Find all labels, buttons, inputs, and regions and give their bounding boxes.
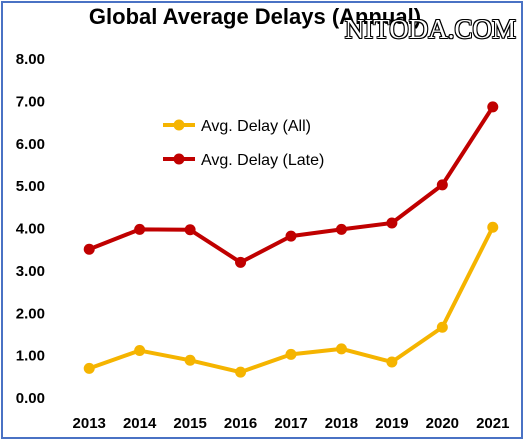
- y-tick-label: 2.00: [16, 305, 45, 322]
- data-point: [184, 354, 196, 366]
- watermark-logo: NITODA.COM: [344, 14, 516, 44]
- x-tick-label: 2018: [325, 415, 358, 432]
- x-tick-label: 2019: [375, 415, 408, 432]
- data-point: [487, 101, 499, 113]
- y-tick-label: 0.00: [16, 390, 45, 407]
- data-point: [436, 321, 448, 333]
- data-point: [335, 223, 347, 235]
- series-lines: [83, 101, 499, 378]
- data-point: [335, 343, 347, 355]
- data-point: [386, 356, 398, 368]
- legend-label: Avg. Delay (Late): [201, 152, 324, 169]
- x-tick-label: 2013: [73, 415, 106, 432]
- chart-title: Global Average Delays (Annual): [88, 4, 422, 29]
- legend: Avg. Delay (All) Avg. Delay (Late): [163, 118, 324, 169]
- x-tick-label: 2016: [224, 415, 257, 432]
- data-point: [487, 221, 499, 233]
- y-tick-label: 4.00: [16, 221, 45, 238]
- y-tick-label: 3.00: [16, 263, 45, 280]
- x-tick-label: 2021: [476, 415, 509, 432]
- legend-label: Avg. Delay (All): [201, 118, 311, 135]
- y-axis: 0.00 1.00 2.00 3.00 4.00 5.00 6.00 7.00 8.00: [16, 51, 45, 407]
- y-tick-label: 1.00: [16, 348, 45, 365]
- data-point: [83, 362, 95, 374]
- x-tick-label: 2015: [173, 415, 206, 432]
- data-point: [184, 224, 196, 236]
- data-point: [235, 366, 247, 378]
- y-tick-label: 6.00: [16, 136, 45, 153]
- data-point: [235, 256, 247, 268]
- legend-marker: [173, 153, 185, 165]
- data-point: [436, 179, 448, 191]
- y-tick-label: 8.00: [16, 51, 45, 68]
- data-point: [285, 230, 297, 242]
- legend-marker: [173, 119, 185, 131]
- data-point: [285, 348, 297, 360]
- y-tick-label: 5.00: [16, 178, 45, 195]
- x-tick-label: 2014: [123, 415, 157, 432]
- x-axis: 2013 2014 2015 2016 2017 2018 2019 2020 2021: [73, 415, 510, 432]
- data-point: [134, 345, 146, 357]
- y-tick-label: 7.00: [16, 93, 45, 110]
- data-point: [134, 223, 146, 235]
- data-point: [386, 217, 398, 229]
- x-tick-label: 2017: [274, 415, 307, 432]
- x-tick-label: 2020: [426, 415, 459, 432]
- data-point: [83, 243, 95, 255]
